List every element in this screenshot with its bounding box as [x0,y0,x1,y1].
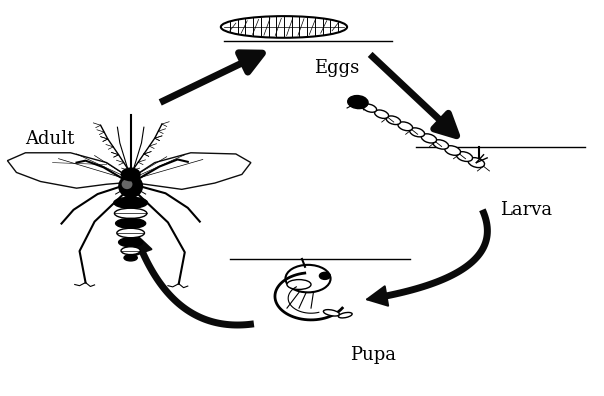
Ellipse shape [286,265,330,292]
Ellipse shape [320,272,330,280]
Ellipse shape [422,134,437,143]
Ellipse shape [121,169,140,180]
Ellipse shape [221,16,347,38]
Polygon shape [130,153,251,189]
Ellipse shape [433,140,449,149]
Text: Larva: Larva [500,201,553,219]
Ellipse shape [119,175,142,197]
Ellipse shape [121,179,132,189]
Ellipse shape [338,312,352,318]
Ellipse shape [115,219,146,228]
Ellipse shape [410,128,425,137]
Ellipse shape [124,255,137,261]
Ellipse shape [287,280,311,289]
Ellipse shape [398,122,413,131]
Ellipse shape [374,110,388,118]
Ellipse shape [387,116,400,125]
Polygon shape [7,153,130,188]
Ellipse shape [445,146,461,155]
Ellipse shape [457,152,472,162]
Ellipse shape [114,208,147,219]
Ellipse shape [348,95,368,109]
Text: Eggs: Eggs [314,59,359,77]
Text: Pupa: Pupa [350,346,396,364]
Ellipse shape [121,247,140,255]
Ellipse shape [468,158,484,168]
Ellipse shape [323,310,339,316]
Ellipse shape [117,228,144,238]
Ellipse shape [114,197,147,208]
Ellipse shape [363,104,377,112]
Text: Adult: Adult [25,130,75,148]
Ellipse shape [118,238,143,247]
